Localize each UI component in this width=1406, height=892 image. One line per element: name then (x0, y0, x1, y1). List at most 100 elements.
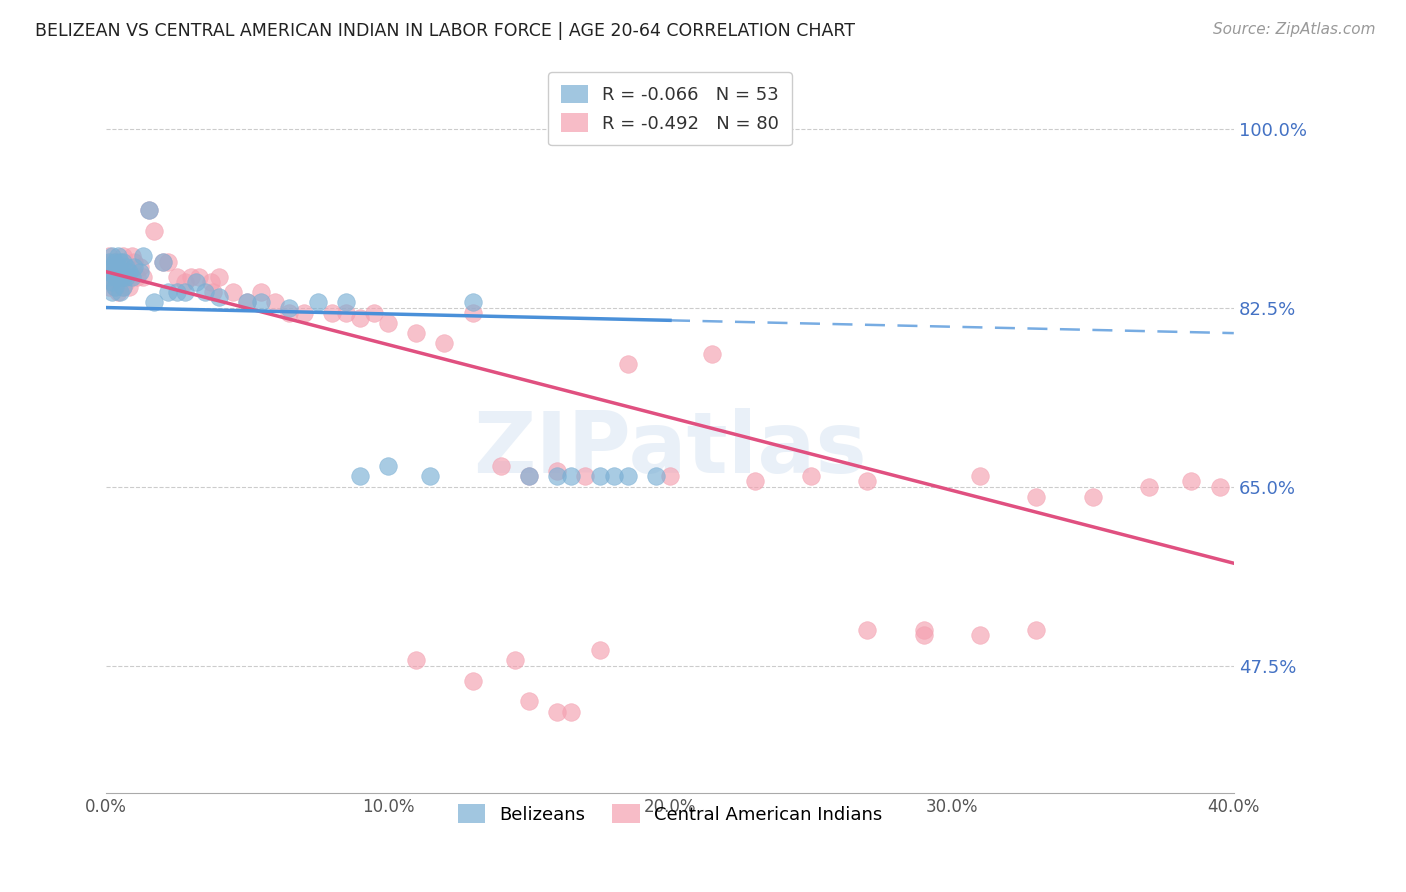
Text: ZIPatlas: ZIPatlas (474, 409, 868, 491)
Point (546, 464, 568, 478)
Point (236, 295, 259, 310)
Point (461, 295, 484, 310)
Point (174, 285, 197, 300)
Point (1025, 490, 1047, 504)
Point (112, 280, 135, 294)
Point (112, 269, 135, 284)
Point (104, 254, 127, 268)
Point (101, 285, 124, 300)
Point (1081, 490, 1104, 504)
Point (104, 280, 127, 294)
Point (107, 269, 129, 284)
Point (104, 280, 127, 294)
Point (107, 260, 129, 274)
Point (166, 269, 188, 284)
Point (645, 469, 668, 483)
Point (115, 269, 138, 284)
Point (405, 653, 427, 667)
Point (856, 623, 879, 637)
Point (110, 269, 132, 284)
Point (115, 260, 138, 274)
Point (616, 357, 638, 371)
Point (104, 254, 127, 268)
Point (188, 269, 211, 284)
Point (461, 306, 484, 320)
Point (124, 254, 146, 268)
Point (969, 628, 991, 642)
Point (101, 249, 124, 263)
Point (236, 295, 259, 310)
Point (112, 269, 135, 284)
Point (517, 469, 540, 483)
Point (101, 275, 124, 289)
Point (800, 469, 823, 483)
Point (138, 203, 160, 218)
Point (744, 475, 766, 489)
Point (118, 265, 141, 279)
Point (461, 673, 484, 688)
Point (560, 469, 582, 483)
Point (574, 469, 596, 483)
Point (1025, 623, 1047, 637)
Point (200, 275, 222, 289)
Point (616, 469, 638, 483)
Point (307, 295, 329, 310)
Point (208, 290, 231, 304)
Point (363, 306, 385, 320)
Point (194, 285, 217, 300)
Point (546, 469, 568, 483)
Point (349, 469, 371, 483)
Point (101, 275, 124, 289)
Point (152, 254, 174, 268)
Point (250, 295, 273, 310)
Point (107, 285, 129, 300)
Point (1208, 479, 1230, 493)
Point (321, 306, 343, 320)
Point (121, 269, 143, 284)
Point (104, 269, 127, 284)
Point (107, 249, 129, 263)
Point (118, 265, 141, 279)
Point (110, 285, 132, 300)
Point (98, 280, 121, 294)
Point (1137, 479, 1160, 493)
Point (588, 469, 610, 483)
Point (138, 203, 160, 218)
Point (101, 260, 124, 274)
Point (104, 265, 127, 279)
Point (98, 249, 121, 263)
Point (152, 254, 174, 268)
Point (112, 280, 135, 294)
Point (115, 275, 138, 289)
Point (250, 285, 273, 300)
Point (912, 628, 935, 642)
Point (419, 469, 441, 483)
Point (143, 224, 166, 238)
Point (546, 705, 568, 719)
Point (588, 643, 610, 657)
Point (157, 254, 180, 268)
Point (127, 269, 149, 284)
Point (107, 269, 129, 284)
Point (98, 269, 121, 284)
Point (166, 285, 188, 300)
Point (180, 269, 202, 284)
Point (104, 265, 127, 279)
Point (157, 285, 180, 300)
Point (121, 249, 143, 263)
Point (264, 295, 287, 310)
Point (98, 254, 121, 268)
Point (110, 265, 132, 279)
Point (278, 306, 301, 320)
Point (349, 310, 371, 325)
Point (560, 705, 582, 719)
Point (132, 269, 155, 284)
Point (101, 269, 124, 284)
Point (208, 269, 231, 284)
Point (702, 346, 724, 360)
Point (1180, 475, 1202, 489)
Point (222, 285, 245, 300)
Point (659, 469, 682, 483)
Legend: Belizeans, Central American Indians: Belizeans, Central American Indians (447, 793, 893, 834)
Point (377, 459, 399, 474)
